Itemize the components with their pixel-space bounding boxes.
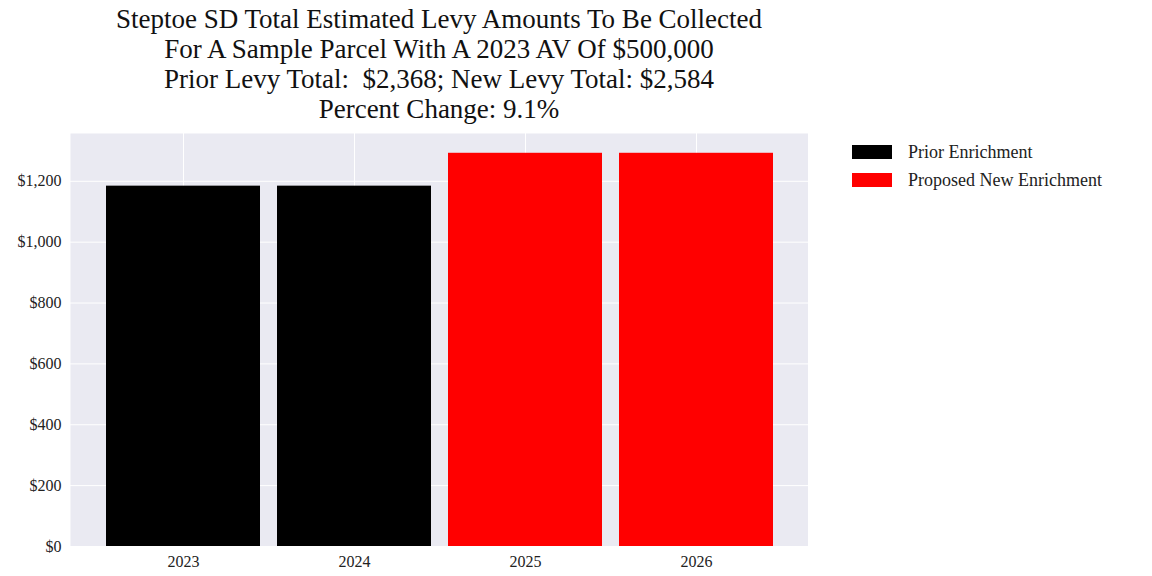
- html-text:Prior Enrichment: Prior Enrichment: [908, 141, 1033, 162]
- svg-text:2024: 2024: [339, 553, 371, 570]
- svg-text:$600: $600: [30, 355, 62, 372]
- svg-text:2026: 2026: [681, 553, 713, 570]
- svg-text:$1,000: $1,000: [18, 233, 62, 250]
- svg-text:$200: $200: [30, 477, 62, 494]
- svg-text:2023: 2023: [168, 553, 200, 570]
- svg-text:2025: 2025: [510, 553, 542, 570]
- svg-text:$1,200: $1,200: [18, 172, 62, 189]
- svg-text:$0: $0: [46, 538, 62, 555]
- html-text:Steptoe SD Total Estimated Lev: Steptoe SD Total Estimated Levy Amounts …: [115, 4, 763, 124]
- svg-text:$400: $400: [30, 416, 62, 433]
- html-text:Proposed New Enrichment: Proposed New Enrichment: [908, 169, 1102, 190]
- svg-text:$800: $800: [30, 294, 62, 311]
